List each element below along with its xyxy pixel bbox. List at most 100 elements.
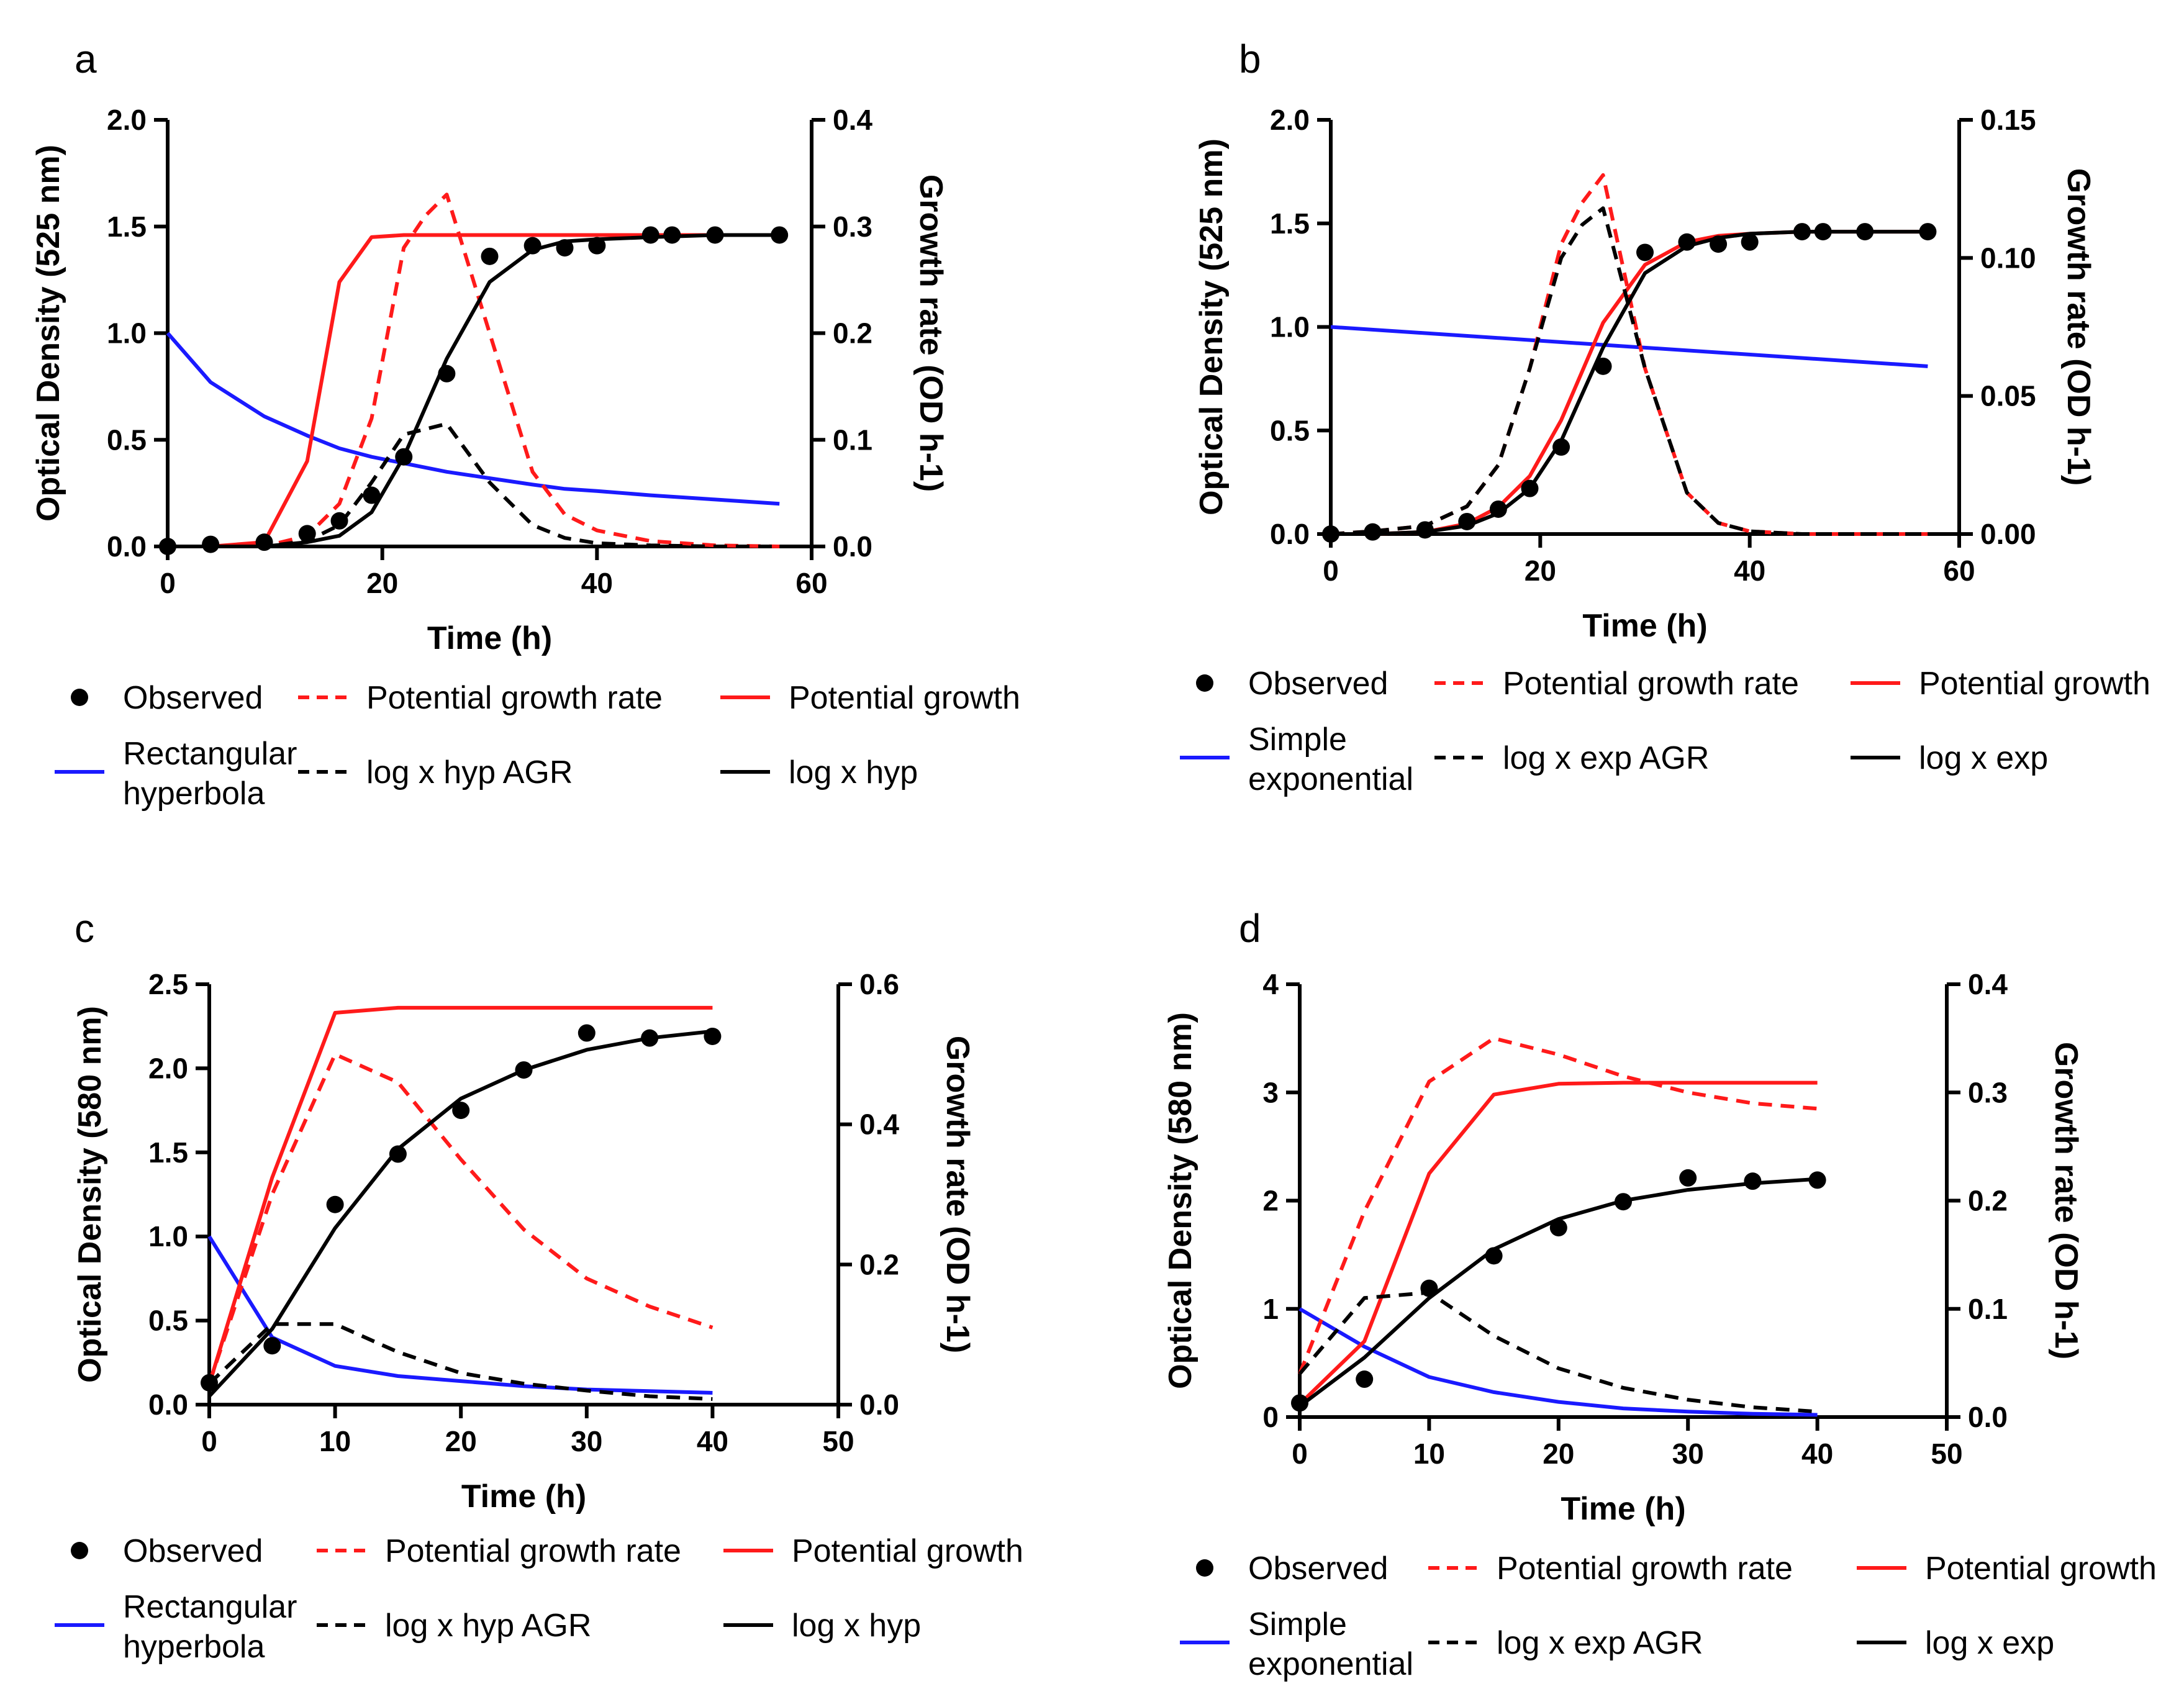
series-line-potential-growth-rate [207, 1052, 714, 1385]
observed-point [641, 1029, 659, 1047]
axes: 0 10 20 30 40 500.00.51.01.52.02.50.00.20.40.… [148, 968, 899, 1457]
observed-points [201, 1024, 722, 1392]
x-axis-title: Time (h) [461, 1479, 586, 1515]
y-tick-label: 2.5 [148, 968, 188, 1000]
legend-label: Simple [1248, 722, 1347, 758]
observed-point [1679, 1169, 1697, 1187]
observed-point [1420, 1279, 1438, 1297]
legend-label: Observed [1248, 666, 1388, 702]
observed-point [1364, 523, 1382, 541]
axes: 0 20 40 600.00.51.01.52.00.00.10.20.30.4 [107, 104, 872, 599]
legend-label: Observed [1248, 1551, 1388, 1587]
series-line-log-x-exp [1331, 230, 1928, 536]
x-tick-label: 50 [822, 1425, 854, 1457]
observed-point [395, 448, 413, 466]
axes: 0 20 40 60 0.0 0.5 1.0 1.5 2.0 0.00 0.05 0.10 0.15 [1270, 104, 2036, 587]
series-line-potential-growth [1331, 230, 1928, 536]
x-tick-label: 0 [1292, 1438, 1308, 1470]
x-tick-label: 30 [571, 1425, 602, 1457]
y-tick-label: 1.0 [107, 317, 147, 350]
observed-point [452, 1102, 470, 1120]
legend-label: Potential growth [792, 1533, 1023, 1569]
y-axis-title: Optical Density (525 nm) [30, 145, 66, 522]
x-tick-label: 20 [445, 1425, 477, 1457]
observed-point [326, 1195, 344, 1213]
y-tick-label: 2.0 [1270, 104, 1310, 136]
series-line-log-x-hyp [207, 1029, 713, 1398]
observed-point [1741, 233, 1759, 251]
series-line-potential-growth [1298, 1080, 1818, 1406]
y2-tick-label: 0.0 [833, 530, 872, 563]
observed-point [389, 1145, 407, 1163]
y2-tick-label: 0.2 [859, 1248, 899, 1280]
x-axis-title: Time (h) [1561, 1491, 1685, 1527]
observed-point [201, 1374, 218, 1392]
observed-point [1521, 479, 1539, 497]
y2-tick-label: 0.4 [1968, 968, 2008, 1000]
observed-point [1808, 1171, 1826, 1189]
y-tick-label: 1.0 [148, 1220, 188, 1252]
legend: Observed Potential growth rate Potential g… [1180, 666, 2150, 797]
legend-label: log x exp AGR [1497, 1625, 1703, 1661]
y-tick-label: 2.0 [107, 104, 147, 136]
y2-tick-label: 0.1 [833, 424, 872, 456]
observed-point [1678, 233, 1696, 251]
observed-point [1485, 1247, 1503, 1265]
y-axis-title: Optical Density (580 nm) [72, 1006, 108, 1383]
legend-label: hyperbola [123, 1629, 265, 1665]
panel-label: c [75, 906, 94, 951]
y-tick-label: 0.0 [107, 530, 147, 563]
y-tick-label: 3 [1262, 1076, 1279, 1108]
series-line-potential-growth-rate [168, 192, 780, 548]
observed-point [159, 538, 176, 555]
x-tick-label: 30 [1672, 1438, 1704, 1470]
x-tick-label: 20 [1525, 555, 1556, 587]
series-line-rectangular-hyperbola [207, 1235, 713, 1395]
x-tick-label: 60 [795, 567, 827, 599]
y2-tick-label: 0.00 [1980, 518, 2036, 550]
observed-point [363, 486, 381, 504]
legend-label: Potential growth [1925, 1551, 2157, 1587]
panel-label: d [1239, 906, 1261, 951]
legend: Observed Potential growth rate Potential g… [55, 680, 1020, 812]
legend-label: hyperbola [123, 776, 265, 812]
y-axis-title: Optical Density (525 nm) [1194, 138, 1230, 515]
x-tick-label: 50 [1931, 1438, 1962, 1470]
observed-point [298, 525, 316, 543]
legend-label: log x exp [1919, 740, 2048, 776]
x-tick-label: 40 [697, 1425, 728, 1457]
observed-point [1919, 223, 1937, 241]
observed-point [1856, 223, 1874, 241]
series-line-log-x-exp-agr [1330, 206, 1928, 536]
series-line-log-x-hyp-agr [168, 422, 780, 548]
y-tick-label: 4 [1262, 968, 1279, 1000]
legend-label: Potential growth rate [1503, 666, 1799, 702]
y2-tick-label: 0.3 [833, 211, 872, 243]
legend-dot-icon [71, 689, 88, 706]
observed-point [1814, 223, 1832, 241]
x-tick-label: 40 [1734, 555, 1765, 587]
observed-points [1291, 1169, 1826, 1412]
chart-panel-c: c0 10 20 30 40 500.00.51.01.52.02.50.00.20.40… [55, 906, 1023, 1665]
observed-point [1552, 438, 1570, 456]
chart-panel-a: a0 20 40 600.00.51.01.52.00.00.10.20.30.4Ti… [30, 37, 1020, 812]
legend-label: log x hyp [789, 754, 918, 790]
y-tick-label: 1.5 [107, 211, 147, 243]
panel-label: b [1239, 37, 1261, 81]
observed-point [1744, 1172, 1762, 1190]
observed-point [438, 365, 456, 383]
legend-label: Rectangular [123, 1589, 297, 1625]
observed-point [515, 1061, 533, 1079]
observed-point [1594, 357, 1612, 375]
observed-point [1615, 1193, 1632, 1211]
observed-points [159, 226, 789, 555]
y2-axis-title: Growth rate (OD h-1) [2060, 168, 2096, 486]
legend-label: log x hyp AGR [366, 754, 573, 790]
legend-label: Potential growth rate [1497, 1551, 1793, 1587]
legend-label: Potential growth rate [366, 680, 663, 716]
legend-label: log x exp AGR [1503, 740, 1709, 776]
series-line-log-x-hyp [168, 233, 780, 548]
x-tick-label: 40 [581, 567, 613, 599]
observed-point [330, 512, 348, 530]
legend: Observed Potential growth rate Potential g… [1180, 1551, 2157, 1682]
